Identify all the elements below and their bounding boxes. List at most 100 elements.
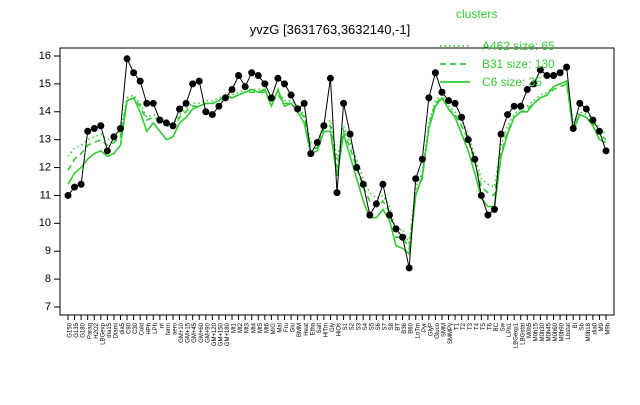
y-tick-label: 15 [39,78,51,90]
data-point [543,72,551,80]
data-point [182,99,190,107]
data-point [123,55,131,63]
data-point [425,94,433,102]
x-tick-label: Sw [501,322,507,331]
data-point [392,225,400,233]
x-tick-label: Heat [304,323,310,336]
x-tick-label: T1 [455,322,461,330]
x-tick-label: LBGexp [100,322,106,344]
x-tick-label: Glu [291,323,297,332]
x-tick-label: M/G [271,323,277,335]
data-point [215,102,223,110]
data-point [313,138,321,146]
data-point [385,211,393,219]
data-point [595,127,603,135]
data-point [445,97,453,105]
x-tick-label: GM+180 [225,322,231,346]
data-point [464,136,472,144]
data-point [451,99,459,107]
x-tick-label: M9 [599,322,605,331]
x-tick-label: Mt1 [232,322,238,333]
x-tick-label: dia5 [120,322,126,334]
data-point [136,77,144,85]
x-tick-label: T5 [481,322,487,330]
data-point [458,113,466,121]
data-point [320,122,328,130]
data-point [353,164,361,172]
data-point [504,111,512,119]
data-point [556,69,564,77]
data-point [517,102,525,110]
legend-label: C6 size: 35 [482,75,542,89]
x-tick-label: Gluco [435,322,441,338]
x-tick-label: M0h90 [560,322,566,341]
x-tick-label: S7 [383,322,389,330]
data-point [359,180,367,188]
legend-title: clusters [456,7,497,21]
x-tick-label: GM+45 [192,322,198,343]
x-tick-label: M0h45 [547,322,553,341]
data-point [235,72,243,80]
data-point [563,63,571,71]
data-point [294,105,302,113]
x-tick-label: SMM [442,323,448,337]
x-tick-label: Diami [114,323,120,338]
data-point [261,80,269,88]
x-tick-label: dia0 [592,322,598,334]
x-tick-label: Etha [310,322,316,335]
x-tick-label: G180 [81,322,87,337]
x-tick-label: GlyP [428,323,434,336]
chart-title: yvzG [3631763,3632140,-1] [250,22,410,37]
x-tick-label: Gly [330,323,336,332]
data-point [550,72,558,80]
data-point [241,83,249,91]
x-tick-label: Lbstat [566,323,572,340]
x-tick-label: M0h15 [533,322,539,341]
data-point [523,85,531,93]
series-line-solid [67,79,607,256]
data-point [438,88,446,96]
data-point [372,200,380,208]
y-tick-label: 9 [45,245,51,257]
series-layer [64,55,610,272]
x-tick-label: S4 [363,322,369,330]
data-point [103,147,111,155]
data-point [110,133,118,141]
data-point [221,94,229,102]
x-tick-label: Mal [278,323,284,333]
x-tick-label: B60 [409,322,415,333]
x-tick-label: M0h18 [586,322,592,341]
legend: clusters A462 size: 65 B31 size: 130 C6 si… [440,7,555,89]
data-point [176,105,184,113]
y-tick-label: 10 [39,217,51,229]
x-tick-label: Mt2 [238,322,244,333]
x-tick-label: M9b [606,322,612,334]
x-tick-label: GM+10 [179,322,185,343]
x-tick-label: BT [396,323,402,331]
x-tick-label: M0h60 [553,322,559,341]
y-tick-label: 16 [39,50,51,62]
x-tick-label: aero [173,322,179,335]
data-point [169,122,177,130]
data-point [287,91,295,99]
x-tick-label: Bl [573,323,579,328]
x-tick-label: SMMPy [448,323,454,344]
x-tick-label: Paraq [87,323,93,339]
data-point [97,122,105,130]
x-tick-label: M0h30 [540,322,546,341]
data-point [189,80,197,88]
x-tick-label: LoTm [415,323,421,338]
data-point [418,155,426,163]
data-point [490,205,498,213]
x-tick-label: Cold [140,323,146,335]
legend-label: A462 size: 65 [482,39,555,53]
data-point [281,80,289,88]
x-tick-label: S6 [376,322,382,330]
data-point [254,72,262,80]
x-tick-label: GM+90 [205,322,211,343]
data-point [530,80,538,88]
x-tick-label: LPh1 [507,322,513,337]
x-tick-label: G135 [74,322,80,337]
y-tick-label: 12 [39,161,51,173]
